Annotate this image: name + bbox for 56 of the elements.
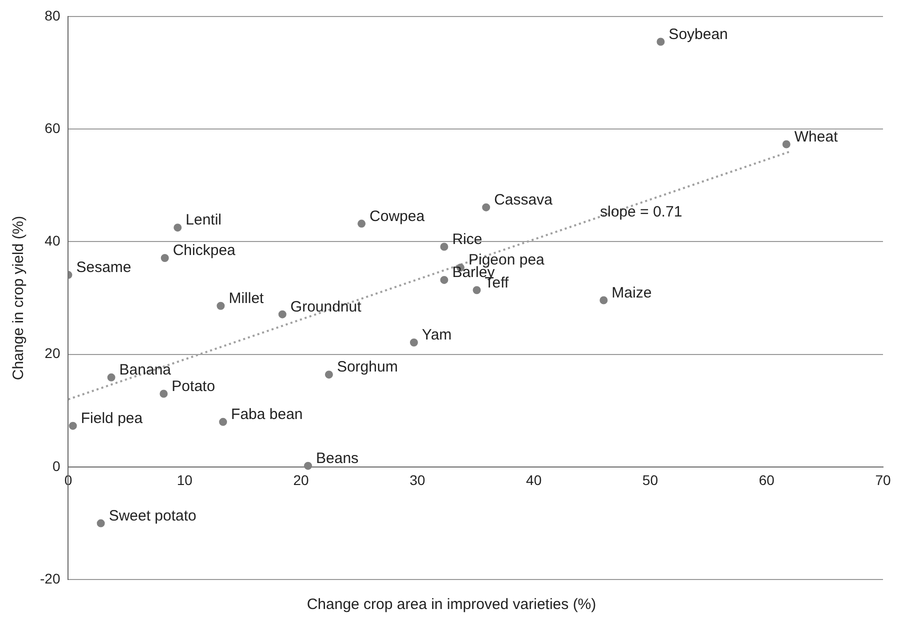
point [107,373,116,382]
point [782,140,790,148]
point [216,302,225,310]
annotation: Soybean [668,26,728,43]
y-tick-label: -20 [40,570,60,586]
annotation: Potato [172,378,216,395]
annotation: Banana [119,362,172,379]
x-axis-title: Change crop area in improved varieties (%) [306,596,598,613]
y-tick-label: 60 [44,120,60,136]
annotation: Field pea [80,410,144,427]
annotation: Beans [316,450,359,467]
point [472,286,481,294]
point [278,310,286,318]
point [440,242,448,251]
annotation: Yam [422,326,452,344]
annotation: Lentil [186,212,222,229]
point [482,203,490,212]
x-tick-label: 10 [176,472,193,488]
annotation: Faba bean [231,406,303,424]
x-tick-label: 60 [758,472,775,488]
point [440,276,448,284]
point [219,418,228,426]
annotation: slope = 0.71 [600,203,682,220]
point [160,390,168,398]
annotation: Maize [612,284,652,302]
y-axis-title: Change in crop yield (%) [10,216,28,380]
point [358,220,366,228]
annotation: Pigeon pea [468,252,546,269]
y-tick-label: 0 [52,458,60,474]
point [600,296,608,304]
point [96,519,105,528]
x-tick-label: 70 [875,472,891,488]
annotation: Sweet potato [108,507,196,524]
annotation: Chickpea [172,242,236,260]
annotation: Sesame [76,259,132,276]
y-tick-label: 40 [44,232,60,249]
y-tick-label: 20 [44,345,60,362]
annotation: Millet [228,290,265,308]
point [174,224,182,232]
annotation: Cassava [494,191,554,208]
point [304,462,312,470]
point [160,254,169,262]
point [68,422,77,430]
point [324,370,333,379]
annotation: Cowpea [370,208,426,225]
annotation: Wheat [794,128,839,146]
x-tick-label: 20 [293,472,310,488]
x-tick-label: 30 [410,472,426,488]
point [656,38,665,46]
y-tick-label: 80 [44,7,60,24]
annotation: Rice [452,230,482,248]
x-tick-label: 40 [526,472,542,488]
x-tick-label: 50 [642,472,658,488]
point [410,338,418,346]
annotation: Groundnut [290,298,362,316]
annotation: Sorghum [336,358,398,376]
